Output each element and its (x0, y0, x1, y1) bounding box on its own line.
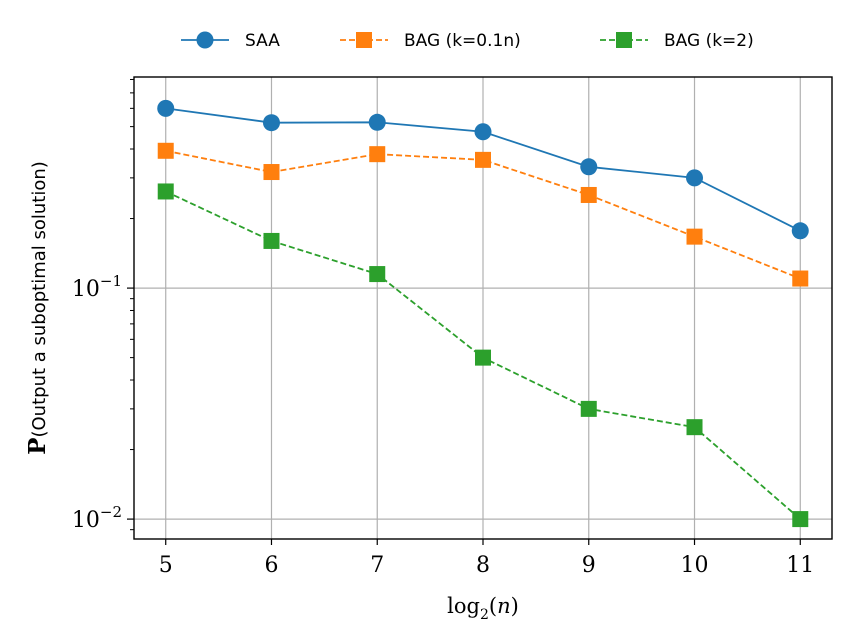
x-axis-label: log2(n) (447, 594, 519, 623)
y-tick-label: 10−2 (72, 503, 122, 533)
data-point (262, 114, 280, 132)
y-axis-label: P(Output a suboptimal solution) (24, 161, 51, 455)
legend: SAA BAG (k=0.1n) BAG (k=2) (181, 31, 754, 51)
x-axis-label-log: log (447, 594, 480, 618)
data-point (475, 151, 491, 168)
data-point (157, 183, 174, 200)
data-point (686, 169, 704, 187)
data-point (791, 222, 809, 240)
y-axis-label-p: P (24, 438, 51, 455)
data-point (580, 158, 598, 176)
legend-marker (356, 32, 372, 48)
data-point (369, 146, 386, 163)
data-point (792, 511, 809, 528)
axis-ticks: 5 6 7 8 9 10 11 10−1 10−2 (72, 78, 814, 578)
x-tick-label: 10 (681, 553, 709, 578)
legend-label: BAG (k=0.1n) (404, 31, 521, 51)
data-point (580, 186, 597, 203)
legend-label: SAA (245, 31, 280, 51)
x-tick-label: 7 (370, 553, 384, 578)
series-layer (157, 99, 809, 528)
y-axis-label-text: (Output a suboptimal solution) (29, 161, 50, 437)
x-tick-label: 5 (159, 553, 173, 578)
x-tick-label: 9 (582, 553, 596, 578)
x-tick-label: 6 (264, 553, 278, 578)
grid (134, 77, 832, 539)
x-tick-label: 8 (476, 553, 490, 578)
data-point (475, 349, 491, 366)
y-tick-label: 10−1 (72, 272, 122, 302)
legend-marker (616, 32, 632, 48)
data-point (263, 164, 280, 181)
data-point (157, 142, 174, 159)
data-point (792, 270, 809, 287)
x-axis-label-arg: (n) (489, 594, 519, 618)
data-point (263, 232, 280, 249)
data-point (686, 228, 703, 245)
x-axis-label-base: 2 (480, 607, 489, 623)
data-point (369, 266, 386, 283)
x-tick-label: 11 (786, 553, 814, 578)
data-point (474, 123, 492, 141)
data-point (368, 113, 386, 131)
legend-marker (196, 31, 214, 49)
legend-label: BAG (k=2) (664, 31, 754, 51)
data-point (157, 99, 175, 117)
data-point (686, 419, 703, 436)
data-point (580, 400, 597, 417)
